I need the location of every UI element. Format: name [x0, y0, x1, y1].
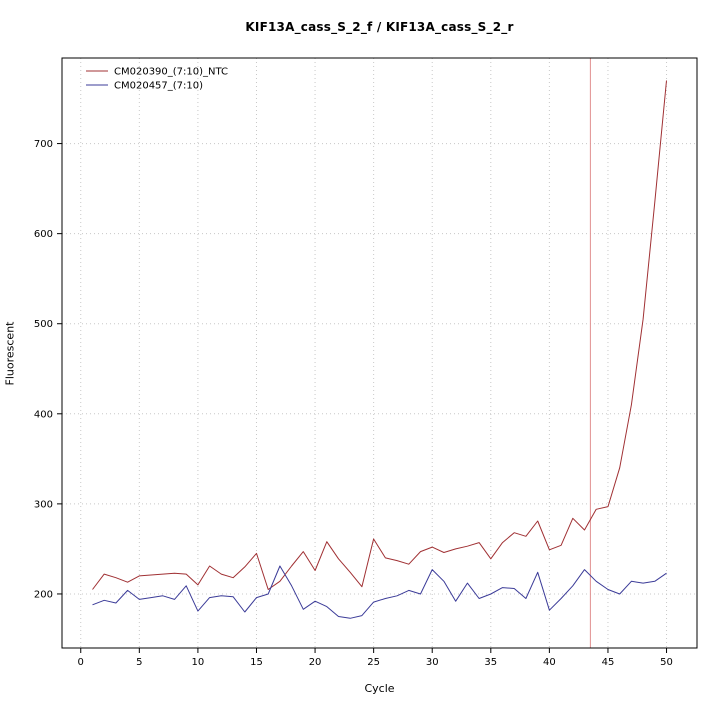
x-tick-label: 10 — [192, 657, 205, 668]
series-line-0 — [92, 80, 667, 590]
y-tick-label: 600 — [34, 229, 53, 240]
chart-title: KIF13A_cass_S_2_f / KIF13A_cass_S_2_r — [245, 20, 514, 34]
y-axis-label: Fluorescent — [3, 321, 17, 386]
y-tick-label: 500 — [34, 319, 53, 330]
x-tick-label: 20 — [309, 657, 322, 668]
y-tick-label: 200 — [34, 589, 53, 600]
x-tick-label: 30 — [426, 657, 439, 668]
y-tick-label: 400 — [34, 409, 53, 420]
y-tick-label: 700 — [34, 139, 53, 150]
x-tick-label: 35 — [484, 657, 497, 668]
x-tick-label: 50 — [660, 657, 673, 668]
x-tick-label: 0 — [78, 657, 84, 668]
x-tick-label: 45 — [602, 657, 615, 668]
legend-entry-label: CM020457_(7:10) — [114, 81, 203, 92]
series-line-1 — [92, 565, 667, 619]
x-tick-label: 15 — [250, 657, 263, 668]
x-axis-label: Cycle — [364, 682, 395, 695]
legend-entry-label: CM020390_(7:10)_NTC — [114, 67, 228, 78]
plot-box — [61, 57, 698, 649]
x-tick-label: 5 — [136, 657, 142, 668]
x-tick-label: 25 — [367, 657, 380, 668]
x-tick-label: 40 — [543, 657, 556, 668]
y-tick-label: 300 — [34, 499, 53, 510]
